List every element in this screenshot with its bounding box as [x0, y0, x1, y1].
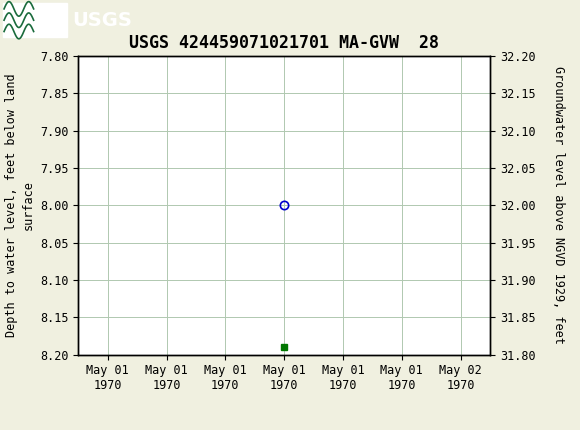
- Y-axis label: Groundwater level above NGVD 1929, feet: Groundwater level above NGVD 1929, feet: [552, 66, 565, 344]
- Text: USGS: USGS: [72, 11, 132, 30]
- Title: USGS 424459071021701 MA-GVW  28: USGS 424459071021701 MA-GVW 28: [129, 34, 439, 52]
- Y-axis label: Depth to water level, feet below land
surface: Depth to water level, feet below land su…: [5, 74, 35, 337]
- Bar: [3, 3, 67, 37]
